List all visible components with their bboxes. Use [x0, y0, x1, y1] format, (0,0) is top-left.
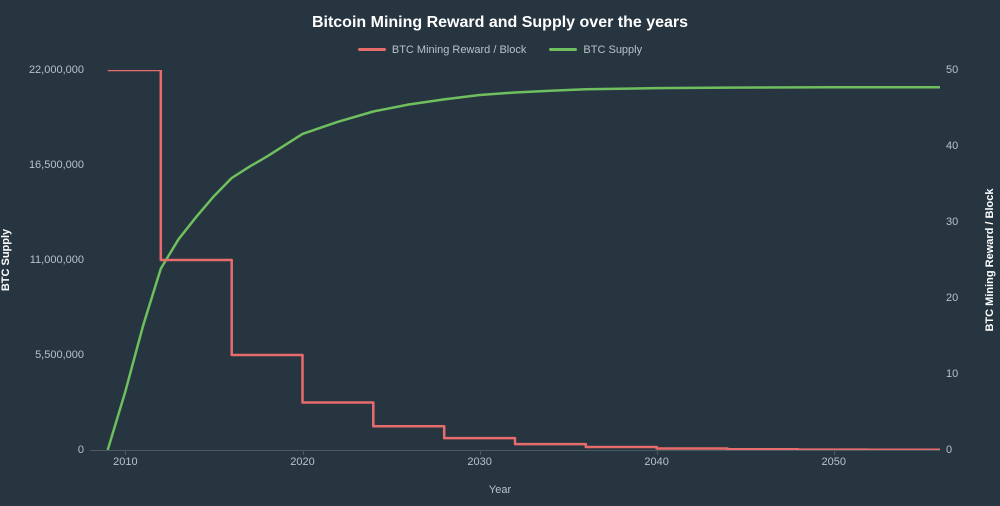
y-left-tick: 22,000,000 — [4, 64, 84, 76]
chart-title: Bitcoin Mining Reward and Supply over th… — [0, 0, 1000, 32]
y-right-tick: 40 — [946, 140, 958, 152]
legend-item-reward: BTC Mining Reward / Block — [358, 44, 527, 56]
legend-item-supply: BTC Supply — [549, 44, 642, 56]
y-left-tick: 5,500,000 — [4, 349, 84, 361]
x-tick: 2050 — [822, 456, 846, 468]
x-tick: 2030 — [467, 456, 491, 468]
x-tick: 2020 — [290, 456, 314, 468]
x-tick: 2040 — [644, 456, 668, 468]
x-tick-mark — [480, 450, 481, 455]
y-right-tick: 10 — [946, 368, 958, 380]
plot-area — [90, 70, 940, 450]
x-tick: 2010 — [113, 456, 137, 468]
plot-svg — [90, 70, 940, 450]
y-left-tick: 16,500,000 — [4, 159, 84, 171]
chart-legend: BTC Mining Reward / Block BTC Supply — [0, 42, 1000, 56]
x-axis-line — [90, 450, 940, 451]
legend-swatch-reward — [358, 48, 386, 51]
y-right-tick: 20 — [946, 292, 958, 304]
y-right-axis-label: BTC Mining Reward / Block — [984, 188, 996, 331]
y-right-tick: 30 — [946, 216, 958, 228]
legend-swatch-supply — [549, 48, 577, 51]
legend-label-supply: BTC Supply — [583, 44, 642, 56]
y-right-tick: 50 — [946, 64, 958, 76]
x-tick-mark — [657, 450, 658, 455]
y-left-tick: 0 — [4, 444, 84, 456]
x-tick-mark — [303, 450, 304, 455]
chart-area: BTC Supply BTC Mining Reward / Block Yea… — [0, 60, 1000, 506]
y-right-tick: 0 — [946, 444, 952, 456]
x-tick-mark — [125, 450, 126, 455]
reward-line — [108, 70, 940, 450]
x-axis-label: Year — [0, 484, 1000, 496]
y-left-tick: 11,000,000 — [4, 254, 84, 266]
x-tick-mark — [834, 450, 835, 455]
legend-label-reward: BTC Mining Reward / Block — [392, 44, 527, 56]
